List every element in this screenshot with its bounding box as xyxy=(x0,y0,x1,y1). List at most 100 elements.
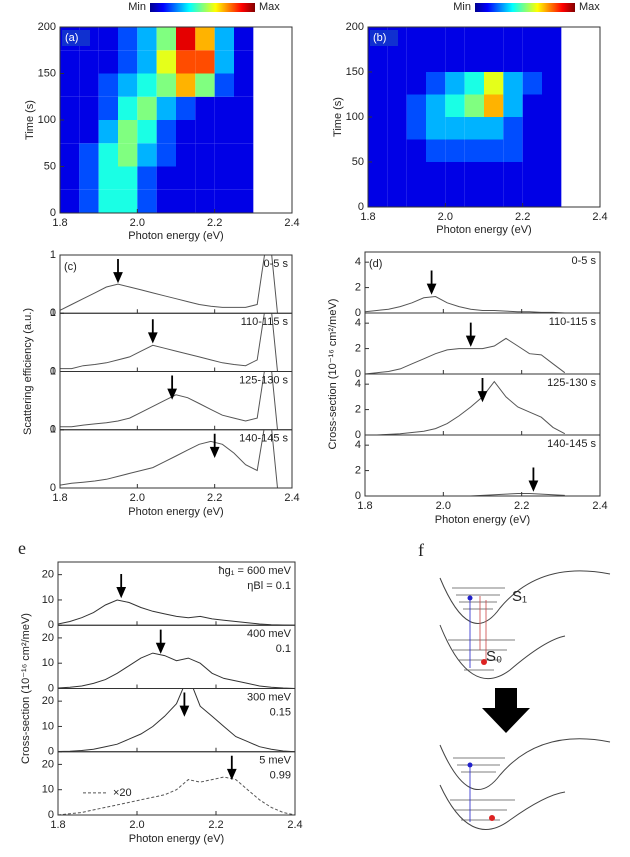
heatmap-cell xyxy=(118,189,138,213)
x-tick-label: 2.0 xyxy=(438,211,453,223)
series-label: 110-115 s xyxy=(549,316,597,328)
heatmap-cell xyxy=(60,120,80,144)
y-axis-label: Scattering efficiency (a.u.) xyxy=(22,308,34,435)
heatmap-cell xyxy=(406,49,426,72)
y-tick-label: 4 xyxy=(355,256,361,268)
levels xyxy=(448,587,515,671)
x-tick-label: 2.0 xyxy=(130,492,145,504)
heatmap-cell xyxy=(195,120,215,144)
heatmap-cell xyxy=(79,50,99,74)
heatmap-cell xyxy=(542,49,562,72)
spectrum-line xyxy=(365,337,566,374)
heatmap-cell xyxy=(176,73,196,97)
heatmap-cell xyxy=(387,117,407,140)
frame xyxy=(364,251,601,314)
spectrum-line xyxy=(60,255,278,314)
heatmap-cell xyxy=(542,184,562,207)
heatmap-cell xyxy=(234,73,254,97)
heatmap-cell xyxy=(98,143,118,167)
y-tick-label: 150 xyxy=(346,66,364,78)
heatmap-cell xyxy=(484,49,504,72)
heatmap-cell xyxy=(426,117,446,140)
x-tick-label: 2.2 xyxy=(207,217,222,229)
x-axis-label: Photon energy (eV) xyxy=(128,230,223,242)
y-tick-label: 10 xyxy=(42,594,54,606)
heatmap-cell xyxy=(137,166,157,190)
heatmap-cell xyxy=(214,120,234,144)
heatmap-cell xyxy=(118,166,138,190)
heatmap-cell xyxy=(484,162,504,185)
heatmap-cell xyxy=(522,72,542,95)
y-tick-label: 4 xyxy=(355,317,361,329)
diagram: f S₁ S₀ xyxy=(418,540,611,830)
heatmap-cell xyxy=(426,94,446,117)
x-tick-label: 2.0 xyxy=(129,819,144,831)
heatmap-cell xyxy=(503,139,523,162)
label-bg xyxy=(62,30,90,46)
y-tick-label: 0 xyxy=(50,424,56,436)
heatmap-cell xyxy=(503,27,523,50)
heatmap-cell xyxy=(406,94,426,117)
levels xyxy=(450,757,515,822)
heatmap-cell xyxy=(542,27,562,50)
series-note: 0.99 xyxy=(270,770,291,782)
x-tick-label: 2.2 xyxy=(515,211,530,223)
y-tick-label: 0 xyxy=(48,619,54,631)
x-tick-label: 1.8 xyxy=(360,211,375,223)
heatmap-cell xyxy=(387,94,407,117)
panel-label: (b) xyxy=(373,32,386,44)
heatmap-cell xyxy=(60,96,80,120)
heatmap-cell xyxy=(522,139,542,162)
frame xyxy=(364,434,601,497)
y-tick-label: 0 xyxy=(355,490,361,502)
y-tick-label: 0 xyxy=(50,365,56,377)
heatmap-cell xyxy=(503,184,523,207)
heatmap-cell xyxy=(60,166,80,190)
x-tick-label: 2.4 xyxy=(284,217,299,229)
state-label: S₀ xyxy=(486,648,502,665)
heatmap-cell xyxy=(503,162,523,185)
heatmap-cell xyxy=(542,139,562,162)
heatmap-cell xyxy=(368,117,388,140)
y-tick-label: 0 xyxy=(355,307,361,319)
heatmap-cell xyxy=(484,72,504,95)
heatmap-cell xyxy=(234,120,254,144)
y-tick-label: 1 xyxy=(50,365,56,377)
heatmap-cell xyxy=(368,94,388,117)
heatmap-cell xyxy=(79,189,99,213)
heatmap-cell xyxy=(445,72,465,95)
y-axis-label: Time (s) xyxy=(332,97,344,137)
heatmap-cell xyxy=(98,189,118,213)
heatmap-cell xyxy=(176,143,196,167)
y-tick-label: 150 xyxy=(38,67,56,79)
heatmap-cell xyxy=(464,162,484,185)
heatmap-cell xyxy=(156,143,176,167)
y-tick-label: 0 xyxy=(355,429,361,441)
x-tick-label: 2.4 xyxy=(592,500,607,512)
y-tick-label: 1 xyxy=(50,249,56,261)
y-tick-label: 20 xyxy=(42,695,54,707)
heatmap-cell xyxy=(503,72,523,95)
heatmap-cell xyxy=(464,27,484,50)
heatmap-cell xyxy=(445,94,465,117)
colorbar-label: Min xyxy=(128,1,146,13)
heatmap-cell xyxy=(426,184,446,207)
heatmap-cell xyxy=(118,96,138,120)
heatmap-cell xyxy=(137,96,157,120)
y-tick-label: 2 xyxy=(355,281,361,293)
heatmap-cell xyxy=(137,27,157,51)
heatmap-cell xyxy=(234,143,254,167)
heatmap-cell xyxy=(522,162,542,185)
arrow xyxy=(116,573,127,599)
x-tick-label: 2.2 xyxy=(208,819,223,831)
heatmap-cell xyxy=(176,96,196,120)
arrow xyxy=(209,433,220,458)
heatmap-cell xyxy=(156,73,176,97)
heatmap-cell xyxy=(195,27,215,51)
y-tick-label: 0 xyxy=(48,746,54,758)
spectrum-line xyxy=(58,652,295,689)
heatmap-cell xyxy=(368,49,388,72)
heatmap-cell xyxy=(542,117,562,140)
heatmap-cell xyxy=(176,27,196,51)
heatmap-cell xyxy=(137,120,157,144)
